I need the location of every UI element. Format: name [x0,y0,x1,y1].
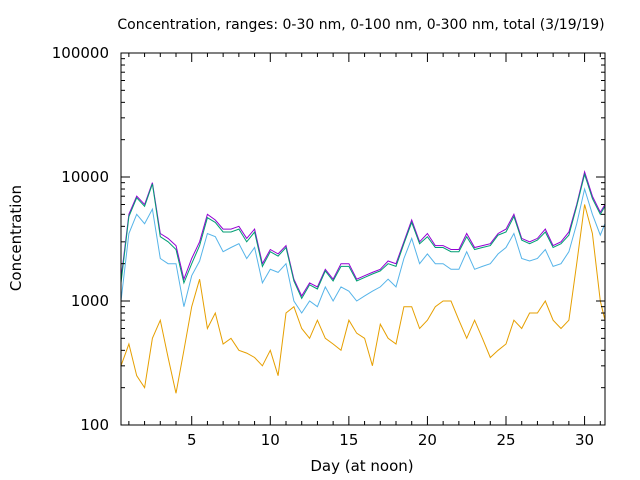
y-tick-label: 1000 [71,292,109,310]
x-tick-label: 10 [261,431,280,449]
y-tick-label: 100 [80,416,109,434]
series-layer [120,170,606,394]
y-axis-label: Concentration [7,185,25,291]
series-line-1 [120,170,606,297]
series-line-3 [120,187,606,314]
series-line-2 [120,172,606,300]
x-tick-label: 15 [339,431,358,449]
x-tick-label: 5 [187,431,197,449]
y-tick-label: 10000 [61,168,109,186]
x-axis-label: Day (at noon) [310,457,413,475]
plot-frame [120,52,606,426]
y-tick-label: 100000 [52,44,109,62]
x-tick-label: 25 [496,431,515,449]
ticks-layer: 5 10 15 20 25 30 100 1000 10000 100000 [52,44,605,449]
series-line-4 [120,204,606,394]
chart-title: Concentration, ranges: 0-30 nm, 0-100 nm… [117,17,604,33]
x-tick-label: 30 [575,431,594,449]
x-tick-label: 20 [418,431,437,449]
